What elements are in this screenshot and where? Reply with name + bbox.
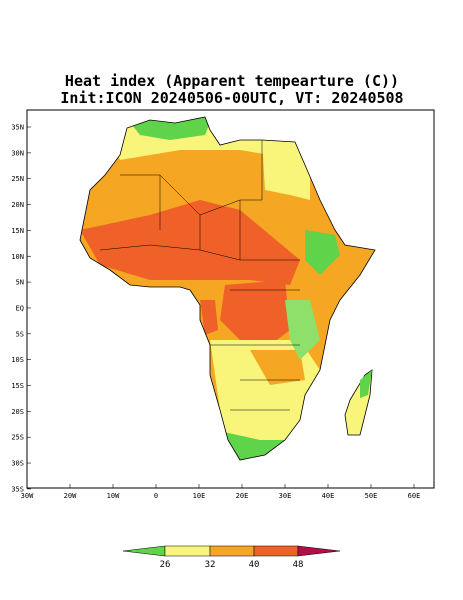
lat-label: 25S [11,434,24,442]
lat-label: 15S [11,382,24,390]
africa-outline [79,116,376,461]
madagascar-east [360,370,372,398]
lon-label: 30W [21,492,34,500]
lon-label: 60E [408,492,421,500]
lat-label: 30S [11,460,24,468]
colorbar-label: 32 [205,560,216,570]
lat-label: 35N [11,124,24,132]
lat-labels: 35N 30N 25N 20N 15N 10N 5N EQ 5S 10S 15S 20S 25S 30S 3… [11,124,31,493]
colorbar-label: 48 [293,560,304,570]
lat-label: 20N [11,201,24,209]
lon-label: 50E [365,492,378,500]
lon-label: 20W [64,492,77,500]
lat-label: EQ [16,304,24,312]
lat-label: 15N [11,227,24,235]
borders [99,140,300,411]
lon-label: 10W [107,492,120,500]
lon-label: 20E [236,492,249,500]
colorbar-label: 26 [160,560,171,570]
colorbar-segment [122,545,166,557]
lat-label: 20S [11,408,24,416]
lat-label: 10N [11,253,24,261]
lat-label: 30N [11,149,24,157]
colorbar-segment [297,545,341,557]
lat-label: 5S [16,330,24,338]
lat-label: 35S [11,485,24,493]
lon-label: 40E [322,492,335,500]
title-line: Heat index (Apparent tempearture (C)) [65,72,399,90]
lat-label: 5N [16,279,24,287]
lat-label: 25N [11,175,24,183]
colorbar-segment [164,545,211,557]
title-line: Init:ICON 20240506-00UTC, VT: 20240508 [60,89,403,107]
lon-label: 0 [154,492,158,500]
lon-labels: 30W 20W 10W 0 10E 20E 30E 40E 50E 60E [21,484,421,500]
lon-label: 30E [279,492,292,500]
lat-label: 10S [11,356,24,364]
colorbar-segment [209,545,255,557]
colorbar-segment [253,545,299,557]
colorbar: 26 32 40 48 [122,545,341,570]
colorbar-label: 40 [249,560,260,570]
lon-label: 10E [193,492,206,500]
